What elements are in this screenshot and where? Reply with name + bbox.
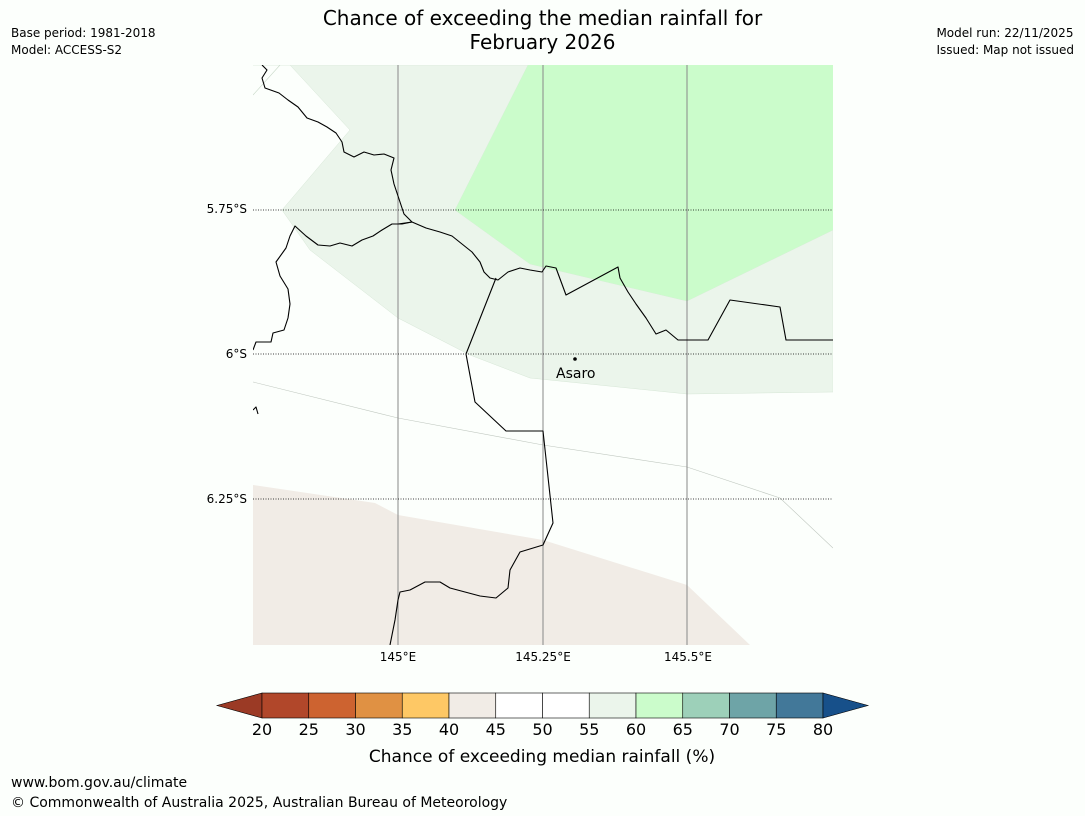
colorbar-bin (308, 692, 356, 719)
issued-text: Issued: Map not issued (936, 43, 1074, 57)
colorbar-bin (682, 692, 730, 719)
lat-label-6s: 6°S (226, 347, 247, 361)
colorbar-tick-label: 40 (439, 720, 459, 739)
contour-line (253, 65, 281, 96)
base-period-text: Base period: 1981-2018 (11, 26, 156, 40)
colorbar-bin (355, 692, 403, 719)
colorbar-tick-label: 75 (766, 720, 786, 739)
map-area[interactable] (253, 65, 833, 645)
colorbar-bin (542, 692, 590, 719)
region-60-65 (455, 65, 833, 301)
lat-label-6-25s: 6.25°S (207, 492, 247, 506)
colorbar-arrow-high (822, 692, 870, 719)
lon-label-145-25e: 145.25°E (515, 650, 571, 664)
colorbar-tick-labels: 20 25 30 35 40 45 50 55 60 65 70 75 80 (252, 720, 833, 739)
lon-label-145e: 145°E (380, 650, 417, 664)
lat-label-5-75s: 5.75°S (207, 202, 247, 216)
colorbar-arrow-low (215, 692, 263, 719)
colorbar-bin (729, 692, 777, 719)
lon-label-145-5e: 145.5°E (664, 650, 712, 664)
colorbar-tick-label: 30 (345, 720, 365, 739)
colorbar-bin (588, 692, 637, 719)
model-run-text: Model run: 22/11/2025 (936, 26, 1074, 40)
colorbar-tick-label: 80 (813, 720, 833, 739)
town-label: Asaro (556, 366, 595, 382)
colorbar-bin (448, 692, 497, 719)
town-marker[interactable] (573, 357, 577, 361)
footer-url[interactable]: www.bom.gov.au/climate (11, 775, 188, 791)
province-boundary (389, 277, 554, 645)
colorbar-tick-label: 20 (252, 720, 272, 739)
region-40-45 (253, 485, 750, 645)
colorbar-tick-label: 55 (579, 720, 599, 739)
colorbar-bin (775, 692, 824, 719)
title-line-2: February 2026 (469, 30, 616, 54)
colorbar-tick-label: 70 (719, 720, 739, 739)
model-text: Model: ACCESS-S2 (11, 43, 123, 57)
meta-left: Base period: 1981-2018 Model: ACCESS-S2 (11, 25, 156, 59)
colorbar-tick-label: 25 (299, 720, 319, 739)
colorbar-bin (635, 692, 684, 719)
colorbar-tick-label: 35 (392, 720, 412, 739)
colorbar-title: Chance of exceeding median rainfall (%) (369, 747, 715, 767)
province-boundary (253, 406, 259, 415)
colorbar-bin (495, 692, 543, 719)
colorbar-tick-label: 50 (532, 720, 552, 739)
contour-line (253, 381, 833, 549)
colorbar-bin (401, 692, 450, 719)
map-title: Chance of exceeding the median rainfall … (0, 6, 1085, 54)
footer-copyright: © Commonwealth of Australia 2025, Austra… (11, 795, 508, 811)
title-line-1: Chance of exceeding the median rainfall … (322, 6, 763, 30)
colorbar-bin (261, 692, 310, 719)
meta-right: Model run: 22/11/2025 Issued: Map not is… (936, 25, 1074, 59)
colorbar-tick-label: 65 (673, 720, 693, 739)
colorbar-tick-label: 60 (626, 720, 646, 739)
province-boundary (397, 221, 833, 341)
colorbar-tick-label: 45 (486, 720, 506, 739)
colorbar (215, 692, 870, 719)
